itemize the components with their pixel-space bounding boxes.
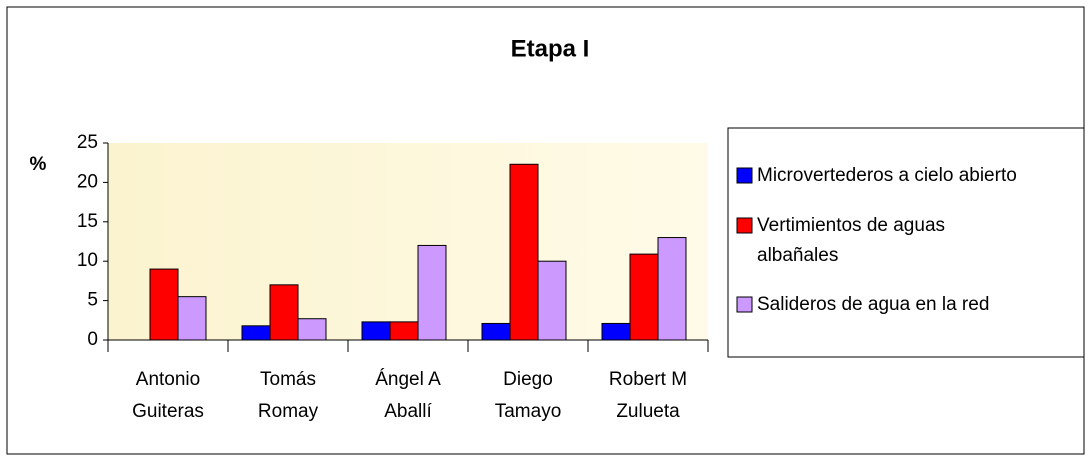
y-tick-label: 5 xyxy=(87,290,98,311)
x-tick-label: Tomás Romay xyxy=(258,369,319,422)
x-tick-label: Diego Tamayo xyxy=(495,369,562,422)
legend-label: Microvertederos a cielo abierto xyxy=(757,165,1017,186)
plot-area xyxy=(108,143,708,340)
legend-label: Vertimientos de aguas albañales xyxy=(757,215,945,266)
bar xyxy=(417,244,447,341)
bar xyxy=(537,260,567,341)
bar xyxy=(269,284,299,341)
x-tick-label: Ángel A Aballí xyxy=(375,369,441,422)
bar xyxy=(629,253,659,341)
y-tick-label: 10 xyxy=(77,250,98,271)
bar xyxy=(509,163,539,341)
x-tick-label: Robert M Zulueta xyxy=(609,369,687,422)
legend-box xyxy=(727,127,1085,358)
legend-swatch xyxy=(736,217,753,234)
bar xyxy=(177,296,207,341)
y-tick-label: 25 xyxy=(77,132,98,153)
chart-title: Etapa I xyxy=(511,35,590,62)
bar xyxy=(241,325,271,341)
legend-label: Salideros de agua en la red xyxy=(757,294,989,315)
y-tick-label: 15 xyxy=(77,211,98,232)
y-tick-label: 20 xyxy=(77,171,98,192)
x-tick-label: Antonio Guiteras xyxy=(132,369,204,422)
bar xyxy=(389,321,419,341)
bar xyxy=(657,237,687,341)
legend-swatch xyxy=(736,167,753,184)
bar xyxy=(149,268,179,341)
y-axis-label: % xyxy=(30,154,47,175)
y-tick-label: 0 xyxy=(87,329,98,350)
bar xyxy=(481,322,511,341)
legend-swatch xyxy=(736,296,753,313)
bar xyxy=(361,321,391,341)
bar xyxy=(601,322,631,341)
bar xyxy=(297,318,327,341)
